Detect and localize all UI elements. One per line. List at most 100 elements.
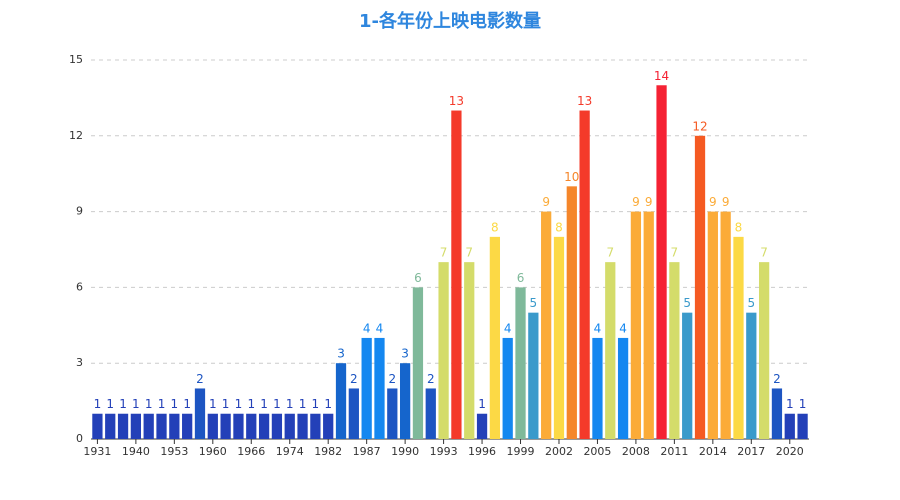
bar: [771, 388, 783, 439]
x-tick-label: 1953: [160, 445, 188, 458]
x-tick-label: 1966: [237, 445, 265, 458]
x-tick-label: 1990: [391, 445, 419, 458]
data-label: 8: [735, 220, 743, 234]
bar: [323, 413, 334, 439]
bar: [143, 413, 154, 439]
data-label: 1: [260, 397, 268, 411]
data-label: 3: [401, 347, 409, 361]
x-tick-label: 1993: [430, 445, 458, 458]
bar: [92, 413, 103, 439]
bar: [182, 413, 193, 439]
bar: [258, 413, 270, 439]
data-label: 3: [337, 347, 345, 361]
data-label: 10: [564, 170, 579, 184]
bar: [464, 262, 475, 439]
data-label: 4: [504, 321, 512, 335]
x-tick-label: 2008: [622, 445, 650, 458]
data-label: 1: [106, 397, 114, 411]
x-tick-label: 2017: [737, 445, 765, 458]
data-label: 13: [449, 94, 464, 108]
data-label: 5: [530, 296, 538, 310]
bar: [733, 236, 744, 439]
bar: [284, 413, 295, 439]
bar: [271, 413, 283, 439]
x-tick-label: 1960: [199, 445, 227, 458]
bar: [566, 186, 577, 439]
bar: [412, 287, 424, 439]
bar: [746, 312, 757, 439]
bar: [579, 110, 590, 440]
y-tick-label: 12: [69, 129, 83, 142]
data-label: 2: [773, 372, 781, 386]
x-tick-label: 1982: [314, 445, 342, 458]
data-label: 1: [158, 397, 166, 411]
x-tick-label: 2011: [660, 445, 688, 458]
data-label: 7: [465, 246, 473, 260]
data-label: 9: [709, 195, 717, 209]
data-label: 1: [222, 397, 230, 411]
bar: [643, 211, 654, 439]
data-label: 1: [286, 397, 294, 411]
data-label: 1: [247, 397, 255, 411]
bar: [758, 262, 770, 439]
x-tick-label: 2005: [583, 445, 611, 458]
bar: [656, 85, 667, 440]
bar: [541, 211, 552, 439]
data-label: 4: [363, 321, 371, 335]
bar: [605, 262, 616, 439]
bar: [630, 211, 642, 439]
data-label: 1: [312, 397, 320, 411]
data-label: 2: [388, 372, 396, 386]
bar: [207, 413, 218, 439]
data-label: 1: [94, 397, 102, 411]
bar: [297, 413, 308, 439]
data-label: 7: [671, 246, 679, 260]
bar: [720, 211, 731, 439]
x-tick-label: 2020: [776, 445, 804, 458]
bar: [105, 413, 116, 439]
data-label: 6: [517, 271, 525, 285]
bar: [374, 337, 385, 439]
bar: [310, 413, 321, 439]
bar: [669, 262, 680, 439]
data-label: 1: [132, 397, 140, 411]
bar: [797, 413, 808, 439]
x-tick-label: 1940: [122, 445, 150, 458]
data-label: 1: [799, 397, 807, 411]
bar: [387, 388, 398, 439]
bar: [553, 236, 565, 439]
y-tick-label: 0: [76, 432, 83, 445]
bar: [361, 337, 372, 439]
data-label: 7: [606, 246, 614, 260]
x-tick-label: 1974: [276, 445, 304, 458]
x-tick-label: 2002: [545, 445, 573, 458]
bar: [476, 413, 488, 439]
data-label: 7: [440, 246, 448, 260]
bar: [694, 135, 706, 440]
data-label: 9: [645, 195, 653, 209]
data-label: 1: [786, 397, 794, 411]
bar: [246, 413, 257, 439]
bar: [156, 413, 167, 439]
data-label: 1: [119, 397, 127, 411]
data-label: 1: [183, 397, 191, 411]
data-label: 9: [722, 195, 730, 209]
bar: [194, 388, 206, 439]
bar: [528, 312, 539, 439]
data-label: 5: [683, 296, 691, 310]
data-label: 13: [577, 94, 592, 108]
data-label: 1: [171, 397, 179, 411]
data-label: 7: [760, 246, 768, 260]
bar: [784, 413, 795, 439]
x-tick-label: 2014: [699, 445, 727, 458]
data-label: 1: [209, 397, 217, 411]
chart-title: 1-各年份上映电影数量: [359, 10, 541, 32]
data-label: 4: [619, 321, 627, 335]
y-tick-label: 3: [76, 356, 83, 369]
x-tick-label: 1996: [468, 445, 496, 458]
bar: [592, 337, 603, 439]
data-label: 1: [235, 397, 243, 411]
bar: [502, 337, 513, 439]
bar: [169, 413, 180, 439]
